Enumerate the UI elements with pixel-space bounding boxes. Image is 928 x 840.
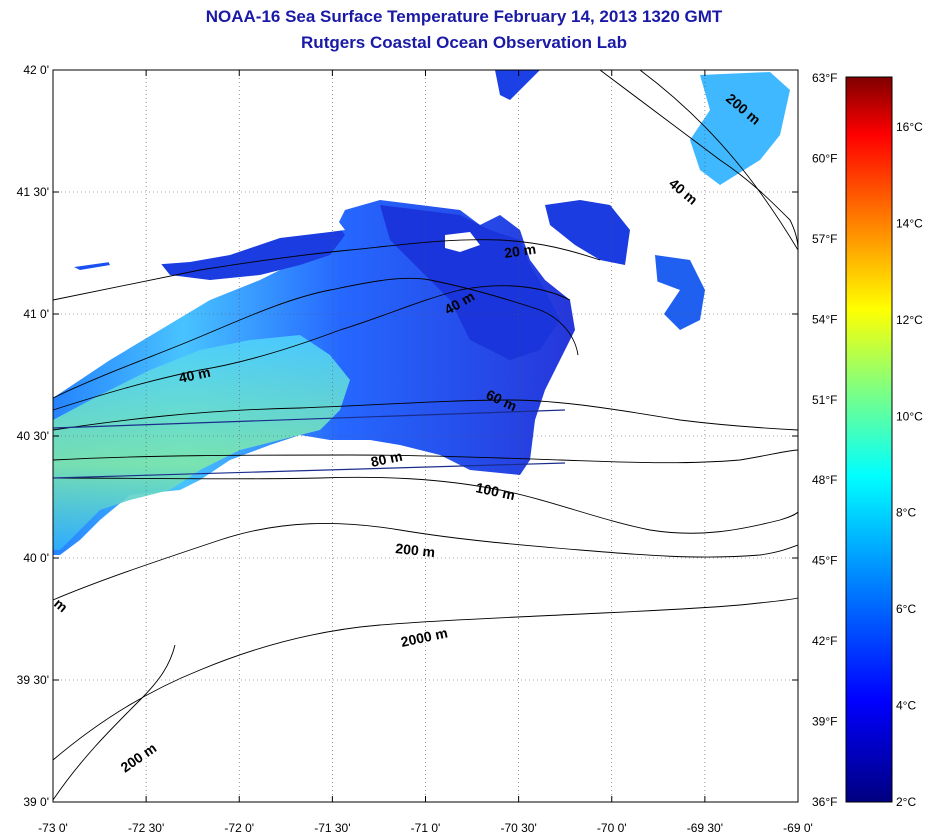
sst-data-layer <box>53 70 790 555</box>
contour-label-80m: 80 m <box>369 448 404 470</box>
celsius-label: 16°C <box>896 120 923 134</box>
lon-label: -72 30' <box>128 821 164 835</box>
contour-label-20m: 20 m <box>503 241 537 261</box>
contour-60m <box>52 399 799 431</box>
fahrenheit-label: 60°F <box>812 151 837 165</box>
contour-200m-sw <box>52 644 176 801</box>
graticule <box>52 69 799 803</box>
land-marthas-vineyard <box>578 275 680 345</box>
lon-label: -69 30' <box>687 821 723 835</box>
contour-label-200m-sw: 200 m <box>118 740 160 776</box>
celsius-label: 6°C <box>896 602 916 616</box>
contour-80m <box>52 449 799 464</box>
contour-coast <box>52 277 579 399</box>
contour-label-40m-ne: 40 m <box>666 175 701 208</box>
sst-warm-band <box>53 335 350 550</box>
celsius-label: 4°C <box>896 699 916 713</box>
celsius-label: 10°C <box>896 409 923 423</box>
fahrenheit-labels: 63°F 60°F 57°F 54°F 51°F 48°F 45°F 42°F 39°F 36°F <box>812 71 837 809</box>
contour-40m-a <box>52 285 571 411</box>
map-frame <box>52 69 799 803</box>
fahrenheit-label: 39°F <box>812 715 837 729</box>
contour-label-200m: 200 m <box>395 540 436 560</box>
contour-40m-ne <box>639 69 799 251</box>
fahrenheit-label: 54°F <box>812 312 837 326</box>
celsius-labels: 16°C 14°C 12°C 10°C 8°C 6°C 4°C 2°C <box>896 120 923 809</box>
contour-label-100m: 100 m <box>474 479 516 503</box>
lat-label: 42 0' <box>23 63 49 77</box>
transect-line-2 <box>52 462 566 479</box>
lat-label: 39 30' <box>17 673 49 687</box>
map-title: NOAA-16 Sea Surface Temperature February… <box>205 7 723 26</box>
celsius-label: 2°C <box>896 795 916 809</box>
lon-label: -71 30' <box>314 821 350 835</box>
celsius-label: 8°C <box>896 506 916 520</box>
lon-label: -71 0' <box>411 821 441 835</box>
contour-200m <box>52 522 799 601</box>
land-rhode-island <box>500 70 700 200</box>
fahrenheit-label: 51°F <box>812 393 837 407</box>
lon-label: -72 0' <box>224 821 254 835</box>
lon-label: -70 0' <box>597 821 627 835</box>
fahrenheit-label: 36°F <box>812 795 837 809</box>
land-connecticut <box>53 70 495 248</box>
transect-line-1 <box>52 409 566 429</box>
fahrenheit-label: 57°F <box>812 232 837 246</box>
contour-2000m <box>52 597 799 761</box>
contour-20m <box>52 239 601 301</box>
map-subtitle: Rutgers Coastal Ocean Observation Lab <box>301 33 627 52</box>
lon-label: -73 0' <box>38 821 68 835</box>
lat-label: 39 0' <box>23 795 49 809</box>
fahrenheit-label: 45°F <box>812 554 837 568</box>
bathymetry-contours <box>52 69 799 801</box>
celsius-label: 14°C <box>896 216 923 230</box>
lon-label: -69 0' <box>783 821 813 835</box>
contour-coast-ne <box>599 69 799 251</box>
sst-patch-ne-2 <box>655 255 705 330</box>
lon-label: -70 30' <box>500 821 536 835</box>
contour-label-m-left: m <box>51 595 71 615</box>
fahrenheit-label: 63°F <box>812 71 837 85</box>
fahrenheit-label: 48°F <box>812 473 837 487</box>
lat-label: 40 0' <box>23 551 49 565</box>
latitude-labels: 42 0' 41 30' 41 0' 40 30' 40 0' 39 30' 39 0' <box>17 63 49 809</box>
contour-100m <box>52 476 799 534</box>
fahrenheit-label: 42°F <box>812 634 837 648</box>
lat-label: 41 0' <box>23 307 49 321</box>
land-long-island <box>53 210 345 270</box>
longitude-labels: -73 0' -72 30' -72 0' -71 30' -71 0' -70 30' -… <box>38 821 813 835</box>
colorbar <box>845 76 893 803</box>
sst-patch-ne-1 <box>545 200 630 265</box>
sst-cold-patch-2 <box>380 205 560 360</box>
contour-label-2000m: 2000 m <box>399 624 449 650</box>
land-block-island <box>445 232 480 252</box>
sst-patch-cape <box>690 72 790 185</box>
transect-lines <box>52 409 566 479</box>
celsius-label: 12°C <box>896 313 923 327</box>
lat-label: 40 30' <box>17 429 49 443</box>
contour-label-40m-b: 40 m <box>177 364 212 386</box>
lat-label: 41 30' <box>17 185 49 199</box>
